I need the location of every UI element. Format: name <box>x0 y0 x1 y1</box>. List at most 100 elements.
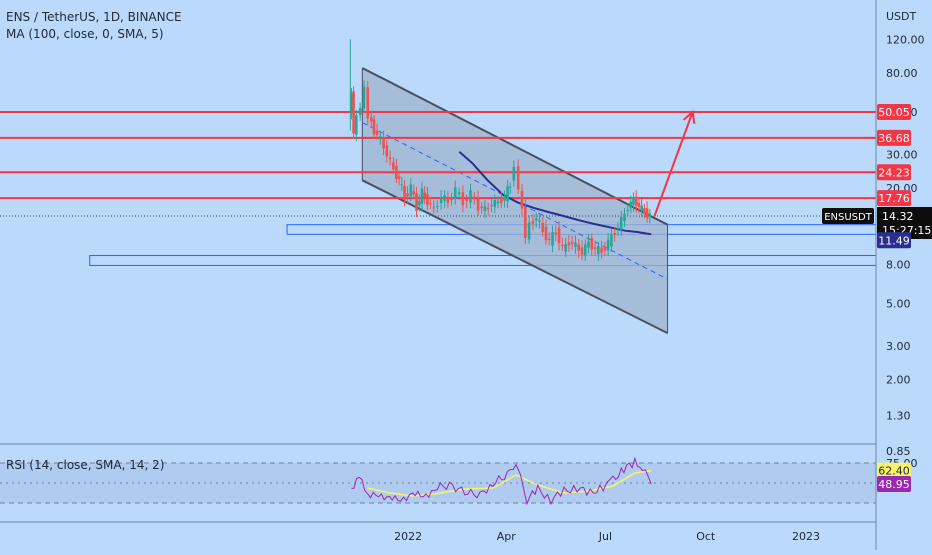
candle-body <box>415 193 418 211</box>
candle-body <box>523 206 527 238</box>
rsi-value-badge[interactable]: 48.95 <box>877 476 911 493</box>
candle <box>583 239 587 262</box>
candle <box>432 200 436 214</box>
candle-body <box>388 157 392 160</box>
candle <box>429 197 432 210</box>
candle-body <box>423 192 427 198</box>
candle-body <box>400 184 404 186</box>
price-tick-label: 5.00 <box>886 297 911 310</box>
price-unit-label: USDT <box>886 10 917 23</box>
candle-body <box>503 195 506 201</box>
candle <box>520 183 524 216</box>
candle-body <box>378 136 382 139</box>
candle <box>523 199 527 245</box>
symbol-tag-bg <box>822 208 874 224</box>
candle-body <box>483 206 487 212</box>
candle-body <box>544 226 548 241</box>
candle <box>610 229 613 252</box>
candle-body <box>403 185 406 200</box>
candle <box>640 199 643 217</box>
candle-body <box>564 244 567 252</box>
candle <box>512 160 516 187</box>
candle-body <box>420 188 424 204</box>
ma-value-badge[interactable]: 11.49 <box>877 232 911 249</box>
candle-body <box>429 203 432 205</box>
projection-arrow-head <box>682 110 696 125</box>
candle-body <box>350 92 353 114</box>
rsi-sma-line <box>367 469 652 497</box>
candle <box>453 180 457 205</box>
candle-body <box>480 206 483 209</box>
candle-body <box>557 227 561 244</box>
candle-body <box>616 227 620 229</box>
candle <box>490 199 493 213</box>
candle-body <box>432 207 436 209</box>
candle <box>619 210 623 236</box>
candle-body <box>626 209 630 211</box>
candle-body <box>554 232 558 235</box>
candle-body <box>443 195 446 201</box>
candle <box>634 190 638 213</box>
candle <box>643 203 646 219</box>
candle-body <box>457 192 461 195</box>
symbol-tag[interactable]: ENSUSDT <box>822 208 874 224</box>
candle-body <box>465 198 468 202</box>
level-price-badge[interactable]: 17.76 <box>877 190 911 207</box>
level-price-badge[interactable]: 36.68 <box>877 129 911 146</box>
candle-body <box>395 165 398 179</box>
candle-body <box>640 205 643 211</box>
ma-legend: MA (100, close, 0, SMA, 5) <box>6 27 164 41</box>
projection-arrow-line[interactable] <box>653 111 694 217</box>
candle <box>551 225 554 253</box>
candle <box>561 237 564 251</box>
candle-body <box>593 247 597 249</box>
candle <box>613 226 616 242</box>
ma-value-badge-text: 11.49 <box>878 234 910 247</box>
candle-body <box>512 167 516 181</box>
candle-body <box>590 238 594 250</box>
candle-body <box>453 187 457 199</box>
candle <box>531 214 535 231</box>
candle <box>457 187 461 201</box>
candle-body <box>406 193 409 197</box>
candle-body <box>520 190 524 209</box>
candle-body <box>417 201 421 206</box>
candle <box>476 190 480 217</box>
rsi-sma-badge[interactable]: 62.40 <box>877 462 911 479</box>
rsi-legend: RSI (14, close, SMA, 14, 2) <box>6 458 164 472</box>
level-price-badge[interactable]: 50.05 <box>877 103 911 120</box>
candle <box>629 195 633 214</box>
candle <box>403 179 406 207</box>
current-price-text: 14.32 <box>882 210 914 223</box>
candle <box>366 80 370 126</box>
candle <box>493 194 497 214</box>
candle-body <box>632 197 635 206</box>
candle <box>623 208 626 227</box>
candle-body <box>352 91 355 134</box>
level-price-badge[interactable]: 24.23 <box>877 164 911 181</box>
candle-body <box>603 246 607 251</box>
ma-value-badge-bg <box>877 232 911 249</box>
candle <box>554 225 558 242</box>
price-tick-label: 80.00 <box>886 67 918 80</box>
price-tick-label: 30.00 <box>886 149 918 162</box>
candle <box>527 215 531 244</box>
symbol-title: ENS / TetherUS, 1D, BINANCE <box>6 10 182 24</box>
candle <box>534 212 538 228</box>
level-price-badge-bg <box>877 103 911 120</box>
candle <box>420 181 424 211</box>
rsi-sma-badge-bg <box>877 462 911 479</box>
candle <box>577 238 581 258</box>
candle <box>544 219 548 245</box>
candle <box>352 86 355 139</box>
candle <box>574 235 577 254</box>
candle-body <box>645 208 649 219</box>
candle <box>382 130 385 156</box>
candle-body <box>648 213 652 217</box>
candle-body <box>637 202 641 208</box>
candle-body <box>587 241 590 248</box>
channel-lower-line[interactable] <box>361 179 668 335</box>
